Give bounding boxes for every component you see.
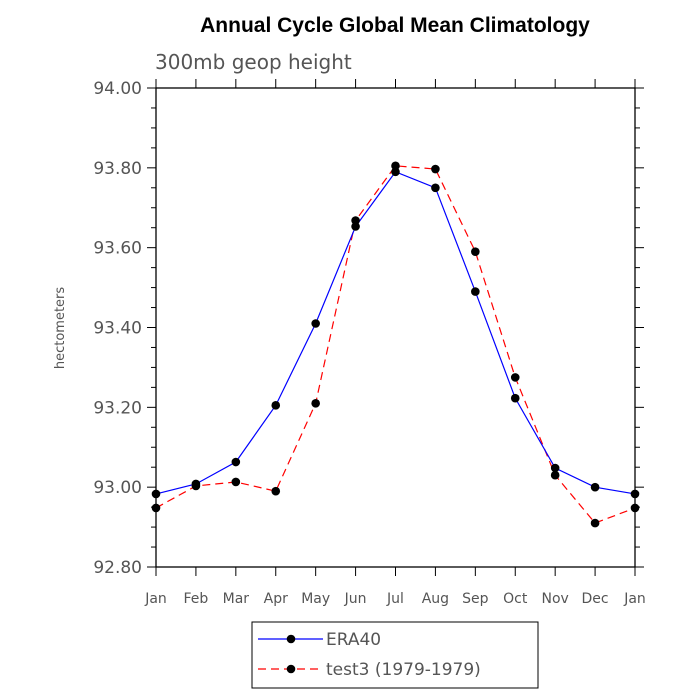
x-tick-label: Feb xyxy=(184,591,209,607)
y-tick-label: 93.40 xyxy=(93,319,142,339)
x-tick-label: Mar xyxy=(223,591,250,607)
data-point xyxy=(431,183,440,193)
legend-label: ERA40 xyxy=(326,630,381,650)
legend-label: test3 (1979-1979) xyxy=(326,660,481,680)
x-tick-label: Jul xyxy=(386,591,404,607)
series-layer xyxy=(151,161,640,528)
data-point xyxy=(630,489,640,499)
x-tick-label: Nov xyxy=(542,591,569,607)
x-tick-label: Jan xyxy=(623,591,646,607)
data-point xyxy=(391,161,400,171)
data-point xyxy=(191,481,201,491)
x-tick-label: Aug xyxy=(422,591,449,607)
data-point xyxy=(471,287,480,296)
data-point xyxy=(231,477,241,487)
chart-title: Annual Cycle Global Mean Climatology xyxy=(200,14,590,37)
legend-swatch-marker xyxy=(286,634,296,644)
y-tick-label: 92.80 xyxy=(93,558,142,578)
data-point xyxy=(311,319,320,328)
legend: ERA40 test3 (1979-1979) xyxy=(251,621,539,689)
data-point xyxy=(630,503,640,513)
data-point xyxy=(431,164,440,174)
x-tick-label: Jan xyxy=(144,591,167,607)
data-point xyxy=(550,470,560,480)
plot-frame xyxy=(155,87,636,568)
y-axis: 92.80 93.00 93.20 93.40 93.60 93.80 94.00 xyxy=(93,79,644,578)
data-point xyxy=(510,393,520,403)
chart-subtitle: 300mb geop height xyxy=(155,50,352,74)
y-tick-label: 94.00 xyxy=(93,79,142,99)
x-tick-label: Oct xyxy=(503,591,528,607)
x-tick-label: Dec xyxy=(582,591,609,607)
data-point xyxy=(351,216,360,225)
data-point xyxy=(471,247,480,256)
data-point xyxy=(510,373,520,382)
y-axis-label: hectometers xyxy=(53,287,68,370)
data-point xyxy=(151,503,161,513)
series-line xyxy=(155,171,636,495)
y-tick-label: 93.60 xyxy=(93,239,142,259)
data-point xyxy=(271,486,281,496)
x-tick-label: Sep xyxy=(462,591,489,607)
x-tick-label: May xyxy=(301,591,330,607)
data-point xyxy=(351,222,360,231)
data-point xyxy=(151,489,161,499)
data-point xyxy=(590,518,600,528)
data-point xyxy=(271,401,281,410)
data-point xyxy=(391,167,400,177)
y-tick-label: 93.80 xyxy=(93,159,142,179)
data-point xyxy=(550,463,560,473)
plot-border xyxy=(155,87,636,568)
data-point xyxy=(590,482,600,492)
legend-swatch-marker xyxy=(286,664,296,674)
data-point xyxy=(311,399,320,408)
x-axis: Jan Feb Mar Apr May Jun Jul Aug Sep Oct Nov Dec Jan xyxy=(144,79,646,607)
series-line xyxy=(155,165,636,524)
x-tick-label: Jun xyxy=(344,591,367,607)
x-tick-label: Apr xyxy=(264,591,288,607)
legend-box xyxy=(251,621,539,689)
data-point xyxy=(231,457,241,467)
y-tick-label: 93.00 xyxy=(93,478,142,498)
y-tick-label: 93.20 xyxy=(93,398,142,418)
